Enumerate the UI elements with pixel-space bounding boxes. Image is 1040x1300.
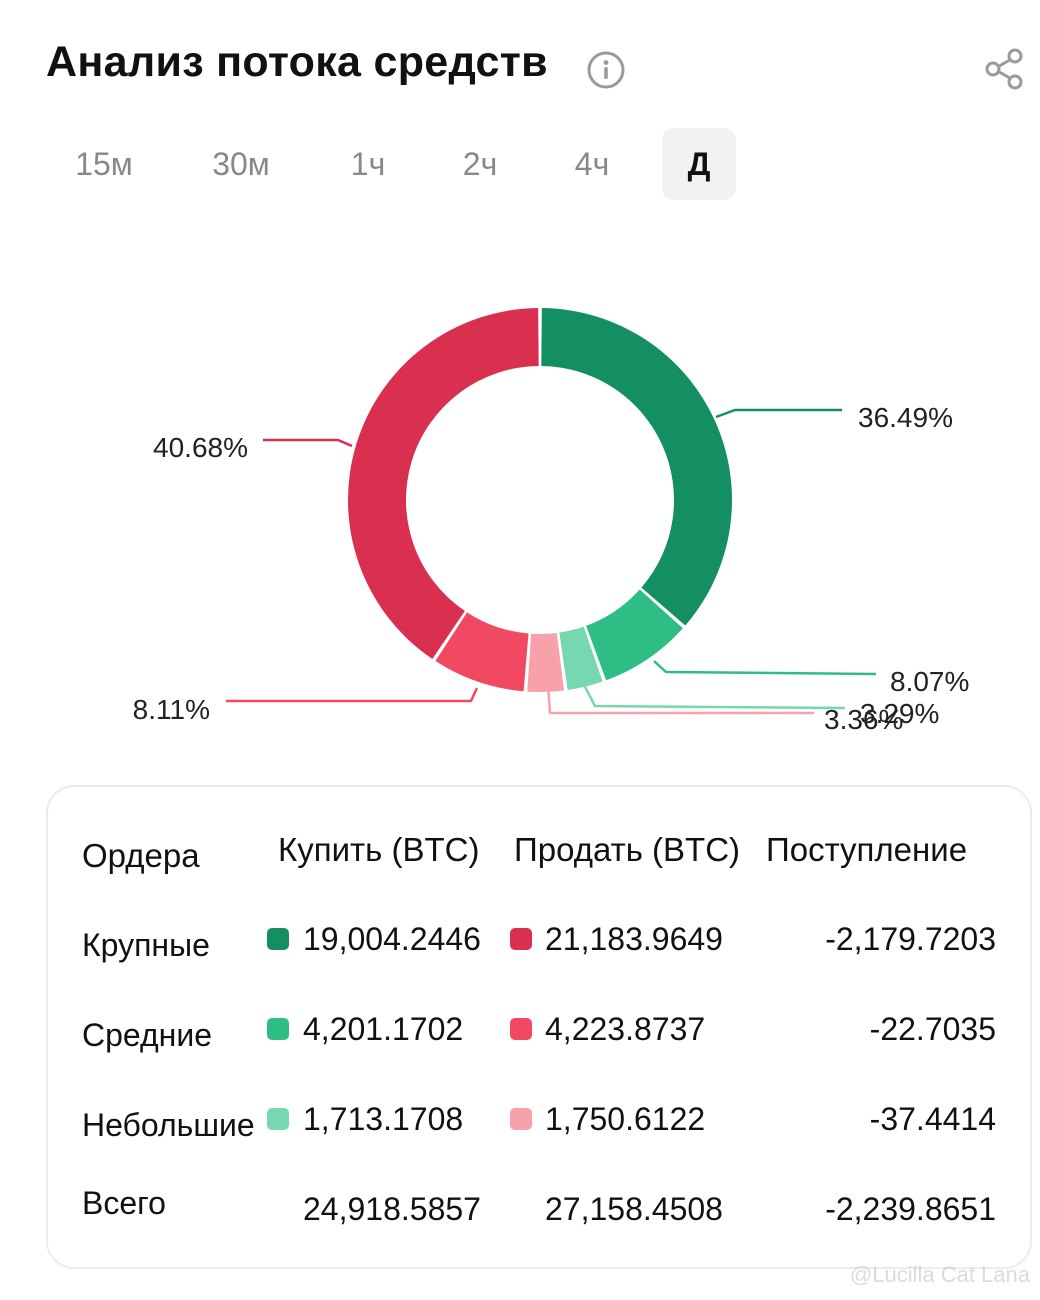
tab-day[interactable]: Д — [662, 128, 736, 200]
header-sell: Продать (BTC) — [514, 831, 741, 868]
row-small-inflow: -37.4414 — [869, 1101, 996, 1137]
tab-15m[interactable]: 15м — [75, 146, 133, 182]
row-medium-sell: 4,223.8737 — [545, 1011, 706, 1047]
header-buy: Купить (BTC) — [278, 831, 480, 868]
sell-medium-swatch — [510, 1018, 532, 1040]
header-inflow: Поступление — [766, 831, 968, 868]
tab-30m[interactable]: 30м — [212, 146, 270, 182]
row-large-inflow: -2,179.7203 — [825, 921, 996, 957]
slice-leader-line-3 — [546, 683, 814, 715]
sell-large-swatch — [510, 928, 532, 950]
slice-label-2: 3.29% — [860, 698, 939, 729]
tab-4h[interactable]: 4ч — [574, 146, 610, 182]
row-total-label: Всего — [82, 1185, 166, 1221]
row-small-label: Небольшие — [82, 1107, 255, 1143]
flow-table-card: Ордера Купить (BTC) Продать (BTC) Поступ… — [46, 785, 1032, 1269]
donut-slice-3[interactable] — [527, 632, 565, 692]
donut-slice-5[interactable] — [347, 308, 539, 659]
slice-label-1: 8.07% — [890, 666, 969, 697]
row-large-sell: 21,183.9649 — [545, 921, 723, 957]
donut-chart: 36.49% 8.07%3.29%3.36% 8.11% 40.68% — [133, 308, 969, 735]
slice-leader-line-4 — [226, 687, 479, 703]
row-large-buy: 19,004.2446 — [303, 921, 481, 957]
slice-leader-line-2 — [580, 680, 846, 710]
donut-slice-2[interactable] — [559, 626, 603, 690]
row-total-buy: 24,918.5857 — [303, 1191, 481, 1227]
slice-label-4: 8.11% — [133, 694, 210, 725]
donut-slice-4[interactable] — [435, 612, 529, 692]
buy-small-swatch — [267, 1108, 289, 1130]
slice-leader-line-1 — [653, 660, 877, 676]
timeframe-tabs: 15м 30м 1ч 2ч 4ч Д — [0, 128, 1040, 202]
row-medium-label: Средние — [82, 1017, 213, 1053]
share-icon[interactable] — [982, 46, 1028, 92]
tab-1h[interactable]: 1ч — [350, 146, 386, 182]
row-small-buy: 1,713.1708 — [303, 1101, 464, 1137]
row-total-inflow: -2,239.8651 — [825, 1191, 996, 1227]
sell-small-swatch — [510, 1108, 532, 1130]
tab-2h[interactable]: 2ч — [462, 146, 498, 182]
buy-medium-swatch — [267, 1018, 289, 1040]
row-large-label: Крупные — [82, 927, 210, 963]
slice-leader-line-5 — [263, 438, 353, 448]
header-orders: Ордера — [82, 837, 200, 874]
slice-label-3: 3.36% — [824, 704, 903, 735]
slice-label-5: 40.68% — [153, 432, 248, 463]
donut-slice-0[interactable] — [541, 308, 732, 626]
donut-slice-1[interactable] — [586, 589, 683, 681]
watermark: @Lucilla Cat Lana — [849, 1262, 1030, 1287]
row-small-sell: 1,750.6122 — [545, 1101, 706, 1137]
row-total-sell: 27,158.4508 — [545, 1191, 723, 1227]
row-medium-inflow: -22.7035 — [869, 1011, 996, 1047]
row-medium-buy: 4,201.1702 — [303, 1011, 464, 1047]
page-title: Анализ потока средств — [46, 38, 548, 86]
info-icon[interactable] — [586, 50, 626, 90]
buy-large-swatch — [267, 928, 289, 950]
slice-label-0: 36.49% — [858, 402, 953, 433]
slice-leader-line-0 — [715, 408, 842, 419]
